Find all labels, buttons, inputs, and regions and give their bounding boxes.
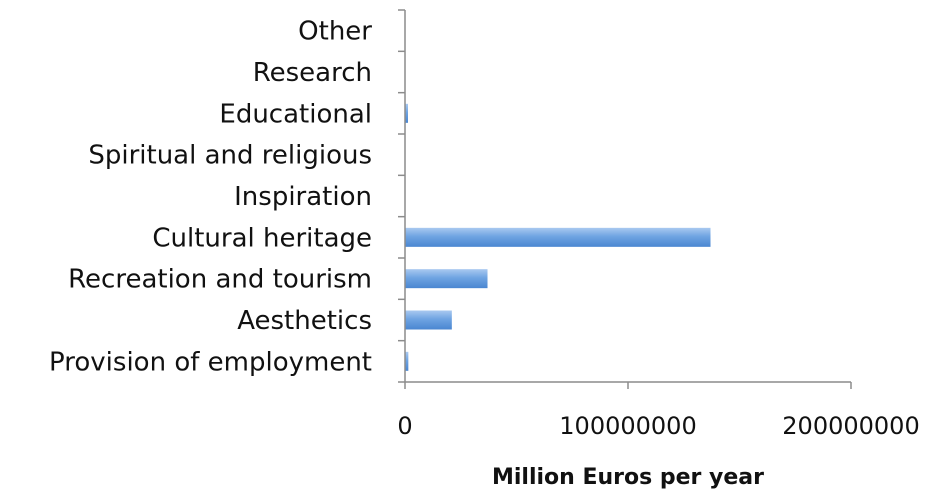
x-tick-labels: 0 100000000 200000000 <box>397 412 919 440</box>
x-tick-label: 0 <box>397 412 412 440</box>
x-tick-label: 200000000 <box>782 412 919 440</box>
category-label: Other <box>298 17 372 47</box>
category-labels: Provision of employment Aesthetics Recreat… <box>49 17 372 378</box>
x-tick-label: 100000000 <box>559 412 696 440</box>
category-label: Aesthetics <box>237 306 372 336</box>
bar-aesthetics <box>405 310 452 330</box>
category-label: Cultural heritage <box>152 223 372 253</box>
bar-cultural-heritage <box>405 227 711 247</box>
bars-group <box>405 103 711 371</box>
category-label: Inspiration <box>234 182 372 212</box>
x-axis-title: Million Euros per year <box>492 465 764 490</box>
category-label: Recreation and tourism <box>68 265 372 295</box>
category-label: Provision of employment <box>49 347 372 377</box>
category-label: Spiritual and religious <box>88 141 372 171</box>
bar-recreation-and-tourism <box>405 269 488 289</box>
category-label: Research <box>253 58 372 88</box>
category-label: Educational <box>219 99 372 129</box>
bar-educational <box>405 103 408 123</box>
axes-group <box>398 9 852 389</box>
bar-provision-of-employment <box>405 351 409 371</box>
